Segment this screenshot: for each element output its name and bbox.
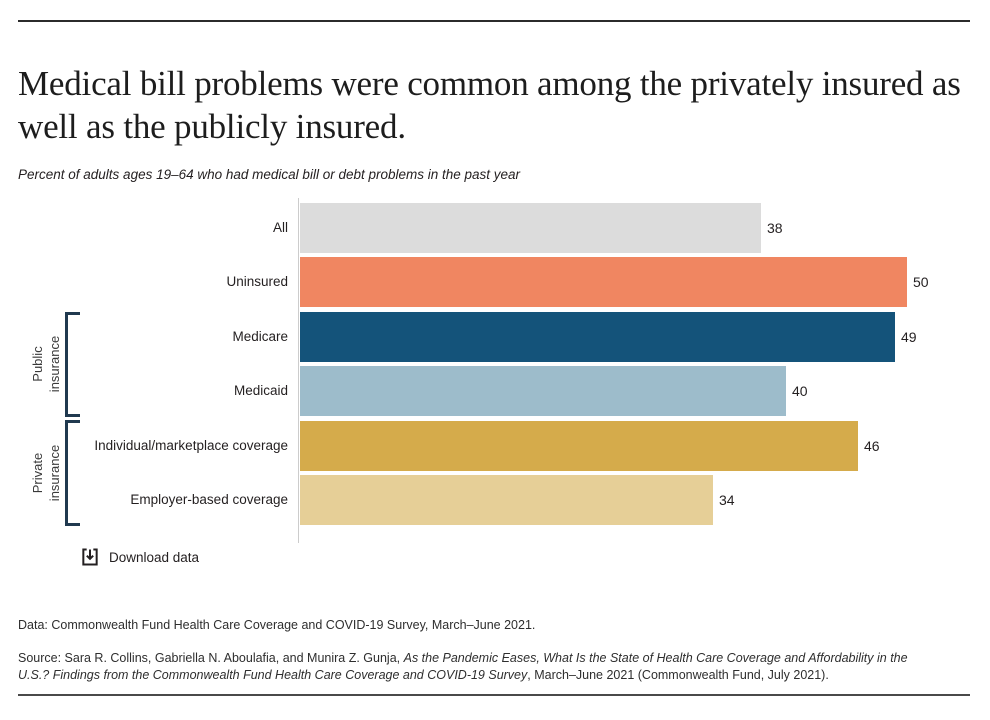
bar-uninsured	[300, 257, 907, 307]
bar-row-employer: Employer-based coverage 34	[0, 475, 990, 525]
chart-subtitle: Percent of adults ages 19–64 who had med…	[18, 166, 521, 182]
category-label: Medicare	[232, 329, 288, 344]
group-label-line: Private	[30, 452, 45, 494]
top-rule	[18, 20, 970, 22]
source-prefix: Source: Sara R. Collins, Gabriella N. Ab…	[18, 650, 404, 665]
bar-row-all: All 38	[0, 203, 990, 253]
public-insurance-bracket	[65, 312, 80, 417]
download-icon	[82, 548, 98, 566]
value-label: 38	[767, 220, 783, 236]
y-axis-line	[298, 198, 299, 543]
value-label: 49	[901, 329, 917, 345]
value-label: 46	[864, 438, 880, 454]
private-insurance-group-label: Private insurance	[29, 408, 65, 538]
category-label: Medicaid	[233, 383, 288, 398]
source-note: Source: Sara R. Collins, Gabriella N. Ab…	[18, 650, 938, 684]
download-data-label: Download data	[109, 549, 200, 565]
bar-employer-based	[300, 475, 713, 525]
value-label: 40	[792, 383, 808, 399]
category-label: All	[272, 220, 288, 235]
category-label: Individual/marketplace coverage	[94, 438, 288, 453]
bar-all	[300, 203, 761, 253]
page-title: Medical bill problems were common among …	[18, 64, 961, 146]
source-title-italic: As the Pandemic Eases, What Is the State…	[18, 650, 908, 682]
value-label: 34	[719, 492, 735, 508]
bar-row-medicaid: Medicaid 40	[0, 366, 990, 416]
bar-medicare	[300, 312, 895, 362]
bottom-rule	[18, 694, 970, 696]
bar-individual-marketplace	[300, 421, 858, 471]
category-label: Uninsured	[226, 274, 288, 289]
download-data-button[interactable]: Download data	[80, 545, 199, 569]
bar-row-uninsured: Uninsured 50	[0, 257, 990, 307]
bar-row-medicare: Medicare 49	[0, 312, 990, 362]
bar-medicaid	[300, 366, 786, 416]
private-insurance-bracket	[65, 420, 80, 526]
bar-row-individual: Individual/marketplace coverage 46	[0, 421, 990, 471]
source-suffix: , March–June 2021 (Commonwealth Fund, Ju…	[527, 667, 829, 682]
group-label-line: insurance	[47, 444, 62, 502]
category-label: Employer-based coverage	[130, 492, 288, 507]
data-note: Data: Commonwealth Fund Health Care Cove…	[18, 617, 536, 632]
value-label: 50	[913, 274, 929, 290]
